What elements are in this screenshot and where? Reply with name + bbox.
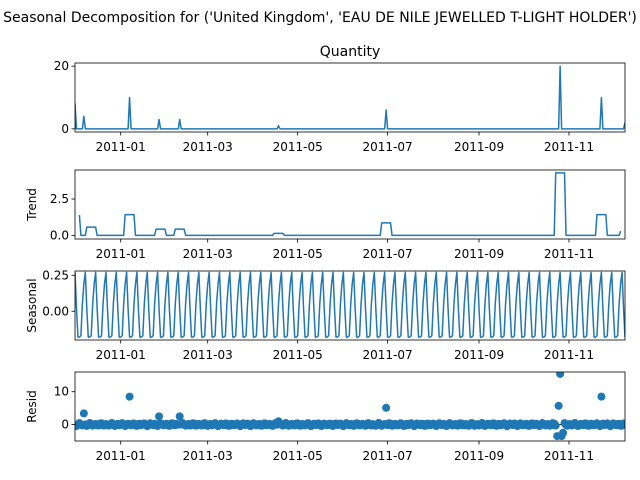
seasonal-ytick-label: 0.25 [42,268,69,282]
resid-point [175,412,184,421]
resid-point [559,428,568,437]
resid-point [125,392,134,401]
resid-xtick-label: 2011-07 [363,449,413,463]
seasonal-panel: Seasonal 0.00 0.25 2011-01 2011-03 2011-05 201… [25,268,626,362]
observed-title: Quantity [320,44,381,60]
seasonal-xtick-label: 2011-07 [363,348,413,362]
resid-xtick-label: 2011-05 [273,449,323,463]
figure-title: Seasonal Decomposition for ('United King… [3,10,637,26]
seasonal-xtick-label: 2011-05 [273,348,323,362]
trend-xtick-label: 2011-01 [96,247,146,261]
resid-xtick-label: 2011-03 [183,449,233,463]
seasonal-xtick-label: 2011-01 [96,348,146,362]
resid-ylabel: Resid [25,390,39,422]
observed-series [75,65,625,130]
trend-ylabel: Trend [25,188,39,222]
seasonal-xtick-label: 2011-11 [544,348,594,362]
observed-panel: Quantity 0 20 2011-01 2011-03 2011-05 2011-07 2… [54,44,626,154]
seasonal-line [75,271,625,338]
resid-point [554,401,563,410]
resid-ytick-label: 10 [54,385,69,399]
seasonal-xtick-label: 2011-09 [454,348,504,362]
trend-ytick-label: 0.0 [50,228,69,242]
resid-point [79,409,88,418]
trend-xtick-label: 2011-11 [544,247,594,261]
resid-frame [74,371,626,442]
observed-ytick-label: 20 [54,59,69,73]
trend-ytick-label: 2.5 [50,192,69,206]
resid-series [75,372,625,441]
seasonal-xtick-label: 2011-03 [183,348,233,362]
trend-frame [74,169,626,240]
trend-xtick-label: 2011-07 [363,247,413,261]
seasonal-series [75,271,625,338]
trend-xtick-label: 2011-09 [454,247,504,261]
resid-panel: Resid 0 10 2011-01 2011-03 2011-05 2011-07 2011… [25,371,626,463]
trend-xtick-label: 2011-05 [273,247,323,261]
seasonal-ylabel: Seasonal [25,278,39,332]
panels: Quantity 0 20 2011-01 2011-03 2011-05 2011-07 2… [25,44,626,463]
observed-xtick-label: 2011-01 [96,140,146,154]
observed-xtick-label: 2011-05 [273,140,323,154]
resid-point [621,419,625,428]
seasonal-frame [74,270,626,341]
observed-xtick-label: 2011-11 [544,140,594,154]
resid-xtick-label: 2011-01 [96,449,146,463]
observed-xtick-label: 2011-09 [454,140,504,154]
resid-point [382,403,391,412]
resid-point [556,372,565,378]
observed-xtick-label: 2011-07 [363,140,413,154]
resid-ytick-label: 0 [61,418,69,432]
resid-xtick-label: 2011-09 [454,449,504,463]
trend-series [78,172,622,237]
observed-frame [74,62,626,133]
observed-xtick-label: 2011-03 [183,140,233,154]
observed-ytick-label: 0 [61,122,69,136]
trend-panel: Trend 0.0 2.5 2011-01 2011-03 2011-05 2011-07 2… [25,169,626,261]
resid-point [597,392,606,401]
resid-xtick-label: 2011-11 [544,449,594,463]
resid-point [155,412,164,421]
resid-point [551,421,560,430]
trend-xtick-label: 2011-03 [183,247,233,261]
trend-line [78,172,622,237]
observed-line [75,65,625,130]
seasonal-ytick-label: 0.00 [42,304,69,318]
